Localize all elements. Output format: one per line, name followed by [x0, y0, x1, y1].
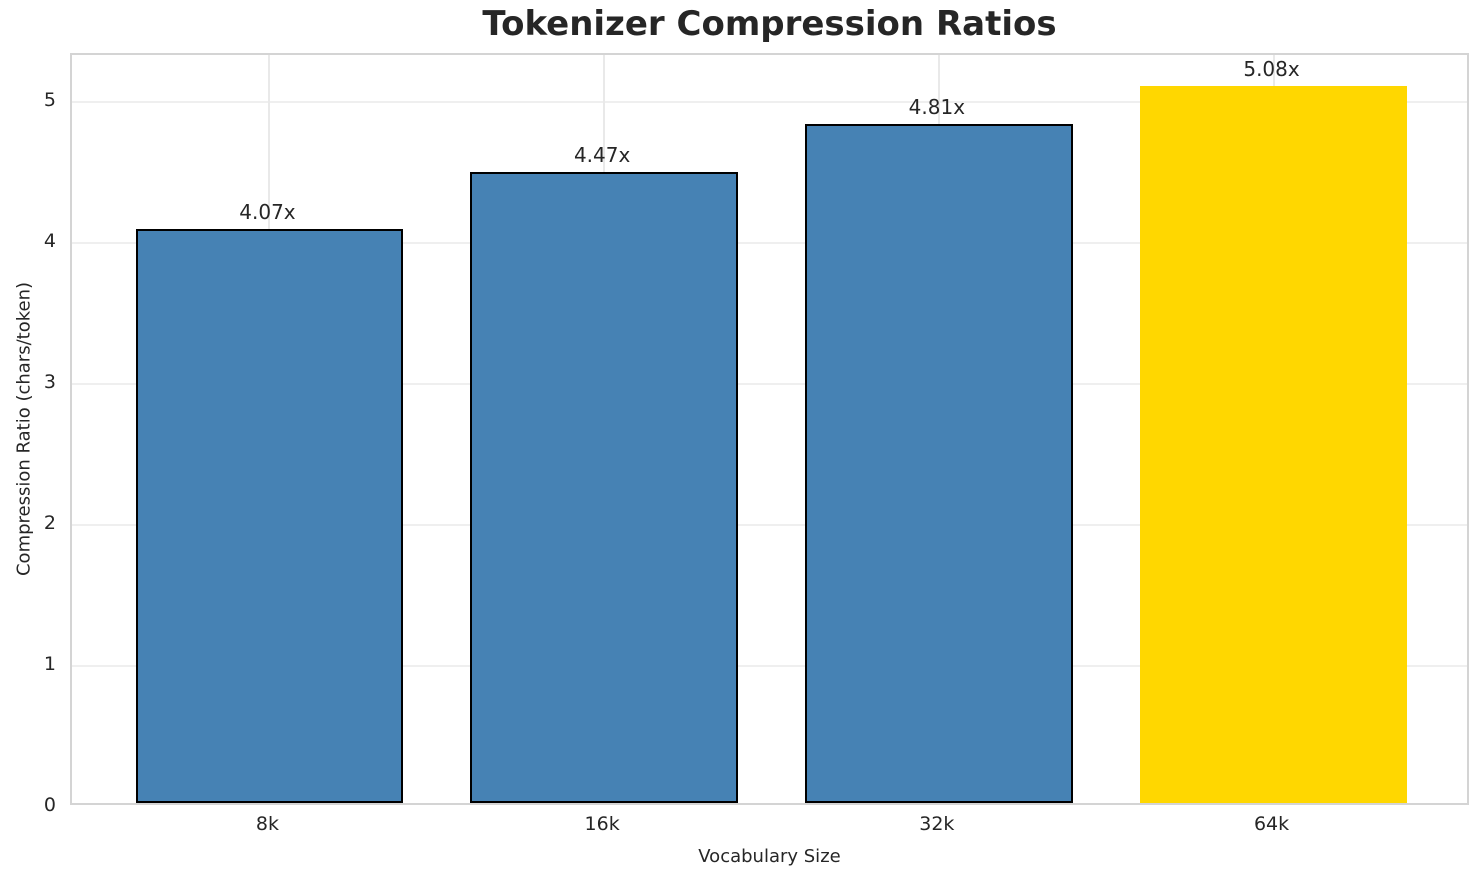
gridline-horizontal [72, 523, 1467, 526]
chart-title: Tokenizer Compression Ratios [482, 4, 1057, 44]
y-tick-label: 5 [43, 88, 56, 111]
bar-8k [135, 228, 404, 803]
bar-32k [804, 124, 1073, 803]
gridline-horizontal [72, 664, 1467, 667]
y-tick-label: 1 [43, 652, 56, 675]
bar-16k [470, 172, 739, 803]
plot-area [70, 53, 1469, 805]
y-tick-label: 4 [43, 229, 56, 252]
y-tick-label: 0 [43, 794, 56, 816]
bar-64k [1139, 86, 1408, 803]
x-tick-label: 32k [919, 813, 955, 835]
gridline-horizontal [72, 241, 1467, 244]
x-axis-label: Vocabulary Size [698, 846, 841, 867]
gridline-horizontal [72, 382, 1467, 385]
x-tick-label: 64k [1253, 813, 1290, 835]
bar-value-label: 4.47x [573, 143, 631, 168]
gridline-horizontal [72, 100, 1467, 103]
y-tick-label: 3 [43, 370, 56, 393]
bar-value-label: 4.07x [239, 199, 296, 224]
x-tick-label: 8k [255, 813, 279, 835]
y-tick-label: 2 [43, 511, 56, 534]
bar-value-label: 4.81x [908, 95, 966, 120]
x-tick-label: 16k [584, 813, 620, 835]
bar-value-label: 5.08x [1243, 57, 1300, 82]
